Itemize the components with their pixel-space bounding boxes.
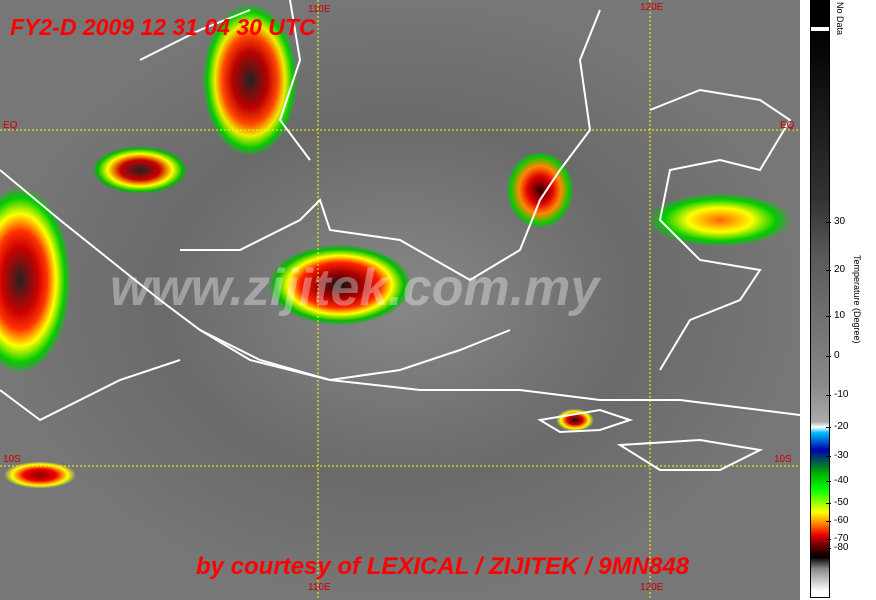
lon-label-110e-top: 110E [308, 4, 331, 15]
legend-tick-mark [826, 521, 831, 522]
lat-label-10s-right: 10S [774, 454, 792, 465]
legend-tick-label: 0 [834, 350, 840, 361]
lon-label-120e-top: 120E [640, 2, 664, 13]
watermark: www.zijitek.com.my [110, 259, 600, 317]
legend-tick-mark [826, 222, 831, 223]
legend-tick-label: -60 [834, 515, 849, 526]
temperature-gradient [811, 31, 829, 597]
legend-tick-mark [826, 456, 831, 457]
legend-tick-label: -70 [834, 533, 849, 544]
legend-tick-mark [826, 481, 831, 482]
coastline-overlay [0, 0, 800, 600]
legend-tick-label: -20 [834, 421, 849, 432]
graticule [0, 0, 800, 600]
legend-tick-label: -50 [834, 497, 849, 508]
legend-axis-title: Temperature (Degree) [852, 255, 862, 344]
image-title: FY2-D 2009 12 31 04 30 UTC [10, 14, 316, 40]
no-data-swatch [811, 0, 829, 27]
legend-tick-mark [826, 356, 831, 357]
legend-tick-label: -10 [834, 389, 849, 400]
legend-tick-mark [826, 503, 831, 504]
legend-tick-label: -80 [834, 542, 849, 553]
legend-tick-label: -40 [834, 475, 849, 486]
legend-tick-mark [826, 548, 831, 549]
legend-tick-label: 30 [834, 216, 846, 227]
lat-label-eq-left: EQ [3, 120, 18, 131]
lat-label-eq-right: EQ [780, 120, 795, 131]
legend-tick-mark [826, 316, 831, 317]
legend-tick-label: 20 [834, 264, 846, 275]
legend-tick-mark [826, 270, 831, 271]
credit-text: by courtesy of LEXICAL / ZIJITEK / 9MN84… [196, 553, 690, 580]
legend-tick-mark [826, 427, 831, 428]
legend-tick-mark [826, 539, 831, 540]
satellite-image [0, 0, 800, 600]
legend-tick-label: 10 [834, 310, 846, 321]
legend-tick-label: -30 [834, 450, 849, 461]
lon-label-110e-bottom: 110E [308, 582, 331, 593]
lon-label-120e-bottom: 120E [640, 582, 664, 593]
legend-tick-mark [826, 395, 831, 396]
no-data-label: No Data [835, 2, 845, 36]
lat-label-10s-left: 10S [3, 454, 21, 465]
